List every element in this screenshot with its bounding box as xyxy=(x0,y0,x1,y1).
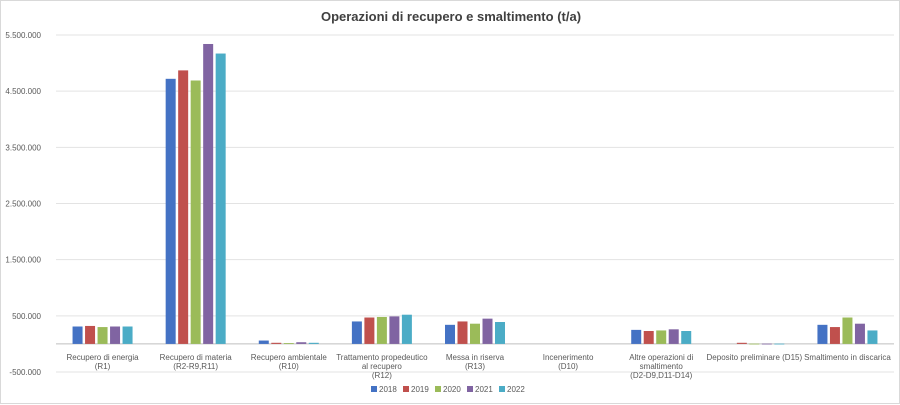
bar xyxy=(165,78,176,344)
bar xyxy=(495,322,505,344)
x-category-label: (D10) xyxy=(558,362,578,371)
bar xyxy=(190,80,201,344)
x-category-label: al recupero xyxy=(362,362,403,371)
chart-title: Operazioni di recupero e smaltimento (t/… xyxy=(320,9,582,24)
x-category-label: smaltimento xyxy=(640,362,684,371)
bar xyxy=(178,70,189,344)
bar xyxy=(482,318,493,344)
bar xyxy=(631,329,642,344)
bar xyxy=(296,342,307,344)
bar xyxy=(761,343,772,345)
bar xyxy=(817,324,828,344)
x-category-label: (R2-R9,R11) xyxy=(173,362,218,371)
bar xyxy=(867,330,878,344)
bar xyxy=(749,343,760,345)
bar xyxy=(681,330,692,344)
legend-label: 2022 xyxy=(507,385,525,394)
bar xyxy=(389,316,400,344)
bar xyxy=(656,330,667,344)
bar xyxy=(736,342,747,344)
x-category-label: Trattamento propedeutico xyxy=(336,353,428,362)
bar xyxy=(97,327,108,344)
bar xyxy=(308,342,319,344)
bar xyxy=(401,314,412,344)
x-category-label: (D2-D9,D11-D14) xyxy=(630,371,692,380)
legend-swatch xyxy=(371,386,377,392)
legend-label: 2020 xyxy=(443,385,461,394)
bar xyxy=(283,343,294,344)
bar xyxy=(85,325,96,344)
legend-swatch xyxy=(499,386,505,392)
x-category-label: Messa in riserva xyxy=(446,353,505,362)
bar xyxy=(457,321,468,344)
bar xyxy=(72,326,83,344)
y-tick-label: 1.500.000 xyxy=(5,256,41,265)
y-tick-label: 2.500.000 xyxy=(5,200,41,209)
bar xyxy=(643,330,654,344)
x-category-label: Recupero ambientale xyxy=(251,353,328,362)
bar xyxy=(668,329,679,344)
x-category-label: (R1) xyxy=(95,362,111,371)
x-category-label: (R13) xyxy=(465,362,485,371)
bar xyxy=(445,324,455,344)
legend-swatch xyxy=(467,386,473,392)
bar xyxy=(215,53,226,344)
legend-label: 2018 xyxy=(379,385,397,394)
bar xyxy=(854,323,865,344)
x-category-label: Recupero di energia xyxy=(67,353,140,362)
bar xyxy=(470,323,480,344)
bar xyxy=(774,343,785,345)
x-category-label: Deposito preliminare (D15) xyxy=(707,353,803,362)
y-tick-label: 4.500.000 xyxy=(5,87,41,96)
x-category-label: Incenerimento xyxy=(543,353,594,362)
x-category-label: Altre operazioni di xyxy=(629,353,693,362)
legend-label: 2021 xyxy=(475,385,493,394)
legend-label: 2019 xyxy=(411,385,429,394)
bar xyxy=(842,317,853,344)
bar xyxy=(258,340,269,344)
bar xyxy=(203,43,214,344)
x-category-label: Smaltimento in discarica xyxy=(804,353,891,362)
x-category-label: Recupero di materia xyxy=(160,353,233,362)
bar xyxy=(364,317,375,344)
bar xyxy=(271,342,282,344)
bar xyxy=(829,327,840,344)
legend-swatch xyxy=(403,386,409,392)
bar xyxy=(122,326,133,344)
bar xyxy=(351,321,362,344)
legend-swatch xyxy=(435,386,441,392)
bar xyxy=(110,326,121,344)
y-tick-label: 5.500.000 xyxy=(5,31,41,40)
x-category-label: (R12) xyxy=(372,371,392,380)
y-tick-label: 3.500.000 xyxy=(5,143,41,152)
y-tick-label: -500.000 xyxy=(9,368,41,377)
y-tick-label: 500.000 xyxy=(12,312,41,321)
bar xyxy=(376,316,387,344)
x-category-label: (R10) xyxy=(279,362,299,371)
